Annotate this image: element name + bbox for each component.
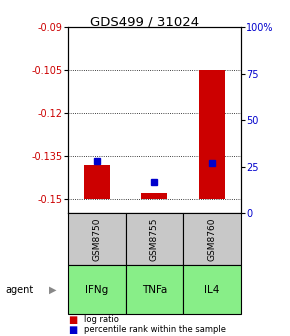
Text: IL4: IL4 [204, 285, 220, 295]
Text: agent: agent [6, 285, 34, 295]
Text: ▶: ▶ [49, 285, 57, 295]
Text: ■: ■ [68, 325, 77, 335]
Bar [183, 265, 241, 314]
Text: IFNg: IFNg [85, 285, 108, 295]
Text: GDS499 / 31024: GDS499 / 31024 [90, 15, 200, 28]
Text: GSM8760: GSM8760 [207, 218, 216, 261]
Text: TNFa: TNFa [142, 285, 167, 295]
Text: GSM8755: GSM8755 [150, 218, 159, 261]
Bar [142, 193, 167, 199]
Bar [183, 213, 241, 265]
Text: GSM8750: GSM8750 [93, 218, 102, 261]
Bar [126, 265, 183, 314]
Bar [126, 213, 183, 265]
Bar [199, 70, 225, 199]
Text: percentile rank within the sample: percentile rank within the sample [84, 326, 226, 334]
Bar [84, 165, 110, 199]
Bar [68, 265, 126, 314]
Text: ■: ■ [68, 315, 77, 325]
Text: log ratio: log ratio [84, 316, 119, 324]
Bar [68, 213, 126, 265]
